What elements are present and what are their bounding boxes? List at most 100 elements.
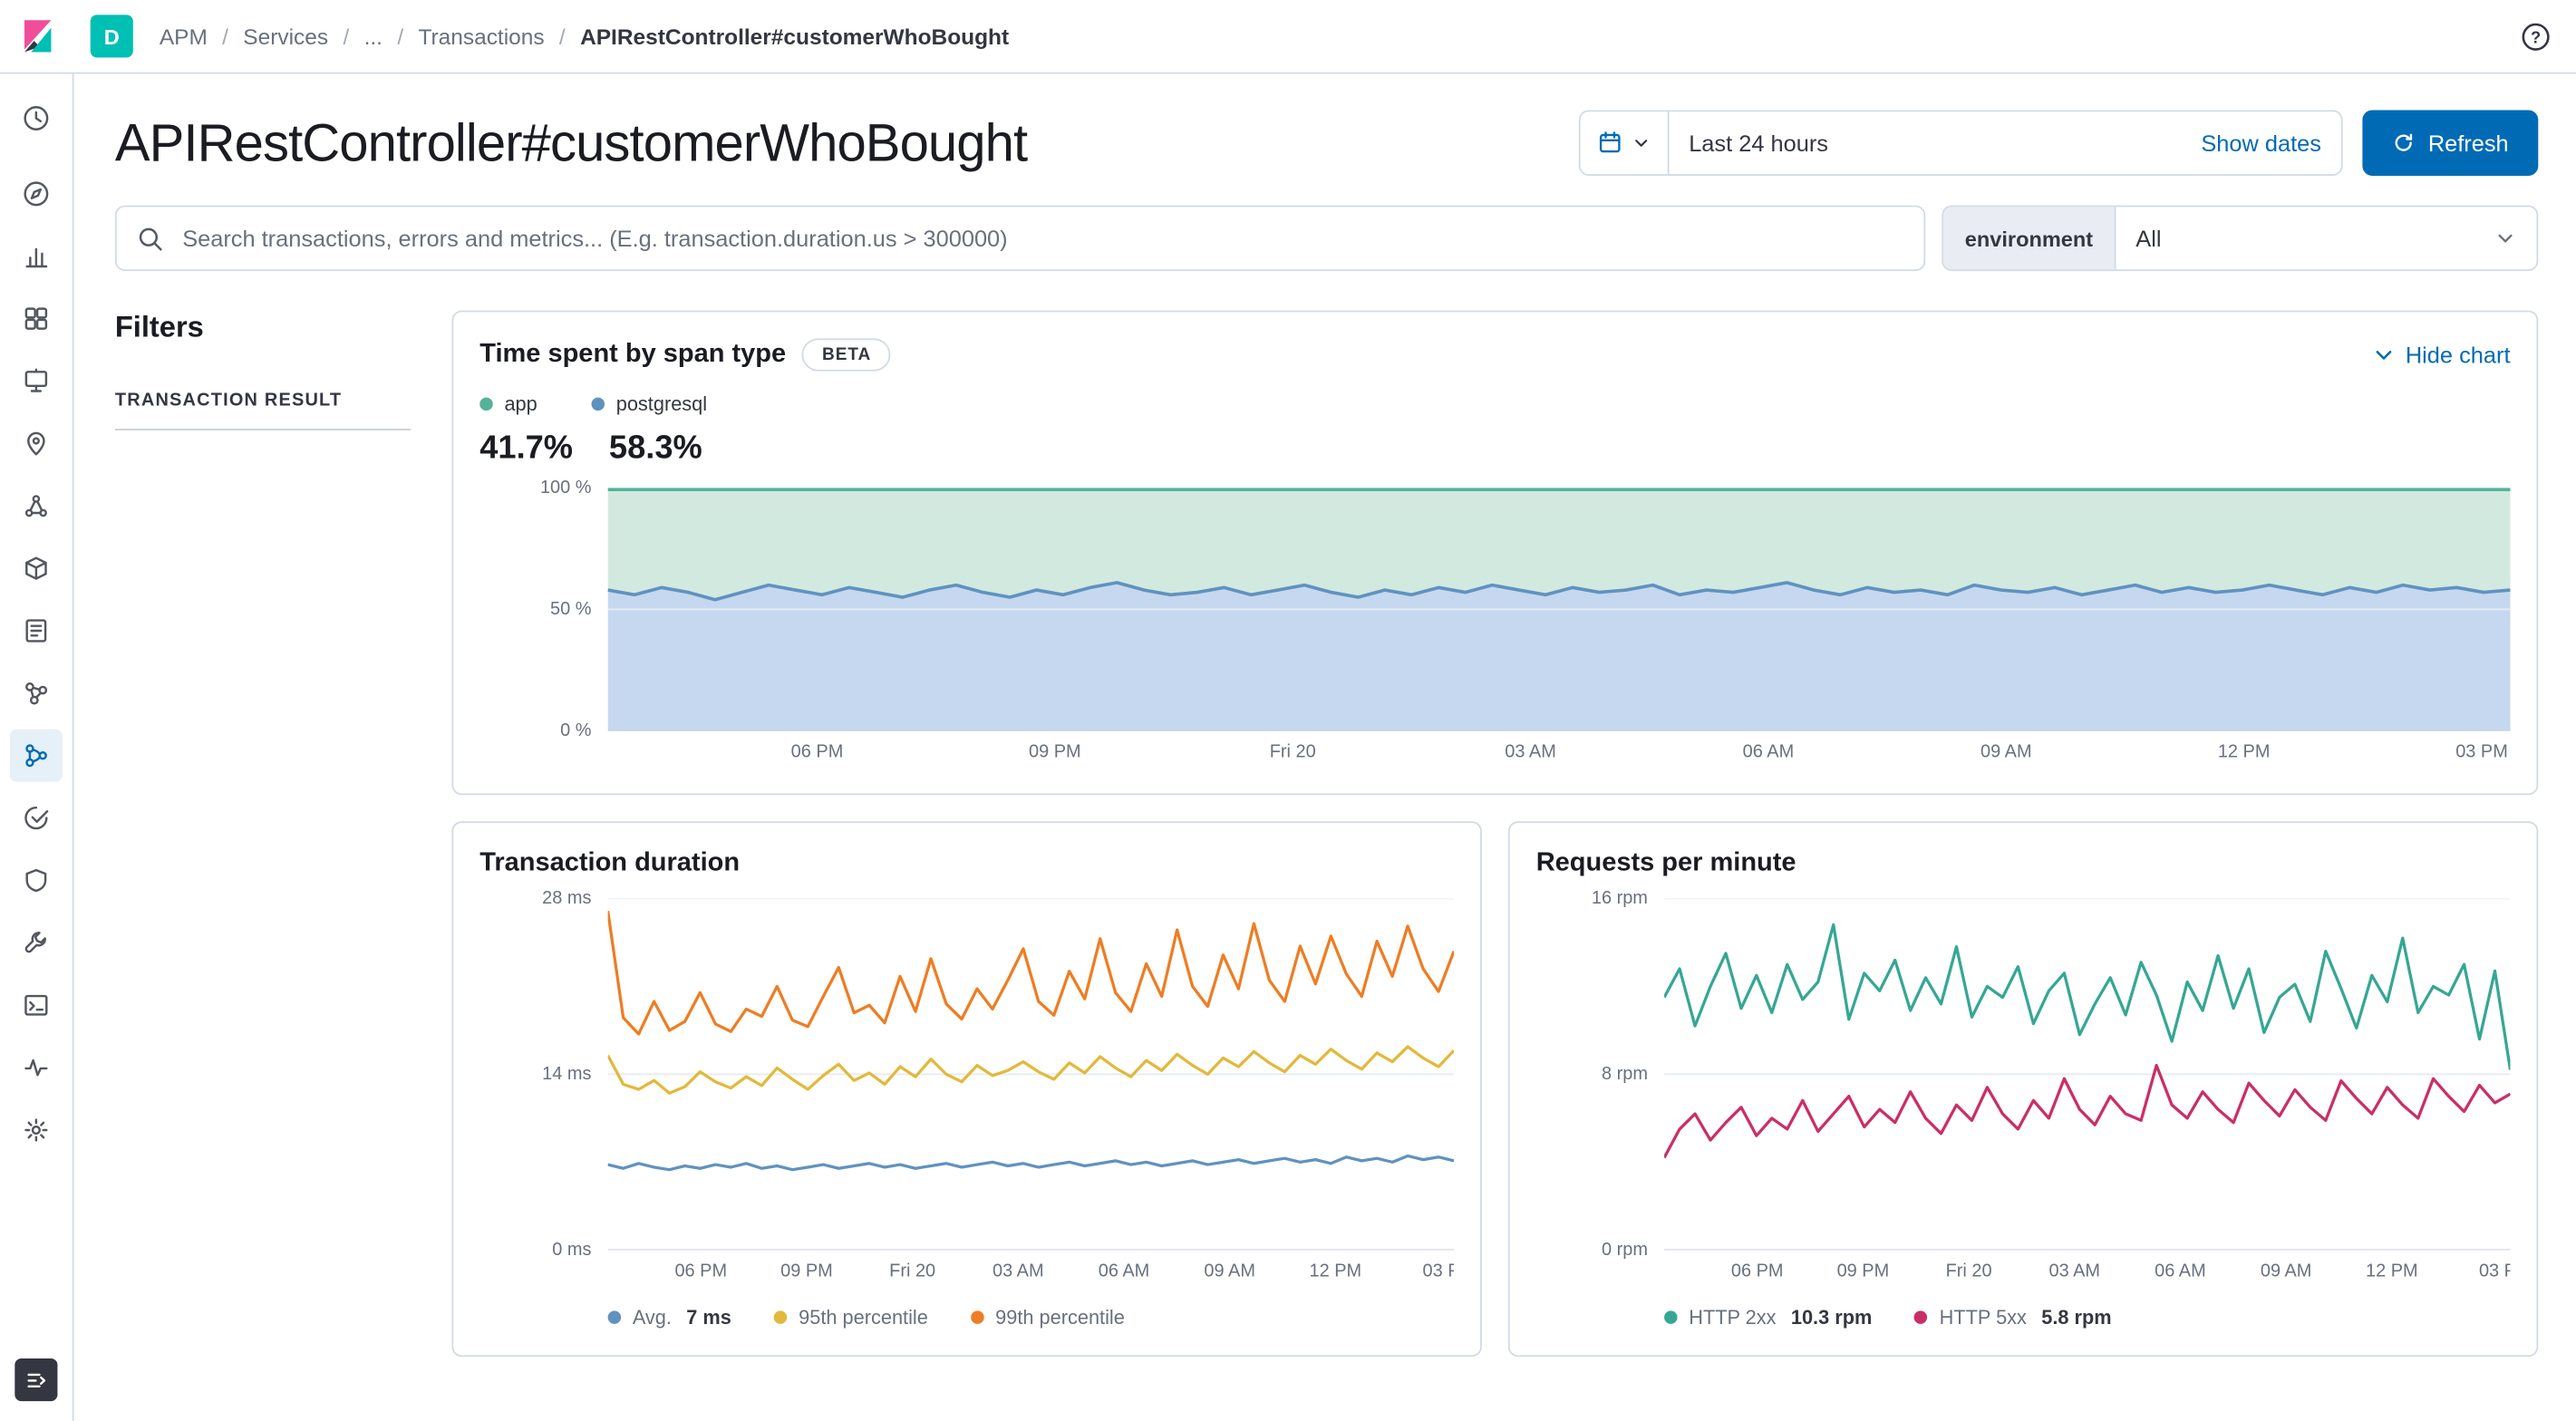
- refresh-button-label: Refresh: [2427, 130, 2509, 157]
- kibana-logo[interactable]: [0, 0, 74, 73]
- legend-item[interactable]: postgresql: [591, 392, 708, 416]
- breadcrumb-separator: /: [558, 24, 566, 49]
- panel-row: Transaction duration 28 ms 14 ms 0 ms 06 P…: [451, 821, 2539, 1358]
- x-axis-tick: Fri 20: [889, 1262, 936, 1281]
- sidebar-item-uptime[interactable]: [10, 792, 63, 845]
- x-axis-tick: 12 PM: [2217, 742, 2271, 762]
- chart-legend: Avg. 7 ms 95th percentile 99th percentile: [607, 1305, 1454, 1329]
- y-axis-tick: 100 %: [539, 478, 592, 498]
- filter-section-transaction-result[interactable]: TRANSACTION RESULT: [114, 391, 412, 430]
- sidebar-item-graph[interactable]: [10, 667, 63, 720]
- wrench-icon: [22, 928, 52, 958]
- sidebar-item-visualize[interactable]: [10, 230, 63, 283]
- legend-item[interactable]: 95th percentile: [773, 1306, 928, 1329]
- x-axis-tick: 12 PM: [1309, 1262, 1362, 1281]
- x-axis-tick: 06 AM: [1742, 742, 1795, 762]
- environment-select[interactable]: All: [2116, 207, 2537, 269]
- chart-plot-area[interactable]: [608, 898, 1454, 1250]
- sidebar-item-machine-learning[interactable]: [10, 479, 63, 532]
- sidebar-item-monitoring[interactable]: [10, 1041, 63, 1094]
- breadcrumb-separator: /: [343, 24, 350, 49]
- panel-header: Time spent by span type BETA Hide chart: [479, 338, 2511, 372]
- chart-plot-area[interactable]: [1664, 898, 2510, 1250]
- x-axis-tick: 06 AM: [2155, 1262, 2206, 1281]
- legend-dot: [1914, 1310, 1928, 1324]
- help-icon[interactable]: ?: [2520, 21, 2551, 52]
- span-value-postgresql: 58.3%: [608, 430, 702, 467]
- legend-item[interactable]: HTTP 2xx 10.3 rpm: [1664, 1306, 1872, 1329]
- legend-label: postgresql: [615, 392, 708, 416]
- chevron-down-icon: [1632, 133, 1651, 153]
- refresh-button[interactable]: Refresh: [2362, 110, 2539, 176]
- y-axis: 100 % 50 % 0 %: [479, 478, 607, 740]
- breadcrumb-item-2[interactable]: ...: [363, 24, 383, 49]
- date-range-value[interactable]: Last 24 hours: [1689, 130, 1828, 157]
- legend-item[interactable]: Avg. 7 ms: [607, 1306, 731, 1329]
- sidebar-item-recent[interactable]: [10, 92, 63, 145]
- breadcrumb-item-1[interactable]: Services: [243, 24, 329, 49]
- x-axis: 06 PM 09 PM Fri 20 03 AM 06 AM 09 AM 12 PM 03 P…: [608, 731, 2511, 768]
- sidebar-item-management[interactable]: [10, 1104, 63, 1156]
- header-right: ?: [2520, 21, 2576, 52]
- chart-plot-area[interactable]: [607, 488, 2511, 731]
- date-quick-select-button[interactable]: [1581, 111, 1670, 175]
- console-icon: [22, 991, 52, 1020]
- x-axis-tick: 09 AM: [2260, 1262, 2312, 1281]
- breadcrumb-separator: /: [222, 24, 228, 49]
- environment-label: environment: [1943, 207, 2116, 270]
- y-axis: 28 ms 14 ms 0 ms: [479, 889, 607, 1261]
- sidebar-item-infrastructure[interactable]: [10, 542, 63, 594]
- legend-dot: [1664, 1310, 1678, 1324]
- chart: 16 rpm 8 rpm 0 rpm 06 PM 09 PM Fri 20 03 AM 06…: [1536, 889, 2511, 1286]
- space-badge[interactable]: D: [90, 14, 133, 58]
- gear-icon: [22, 1116, 52, 1146]
- sidebar-item-siem[interactable]: [10, 855, 63, 907]
- heartbeat-icon: [22, 1053, 52, 1083]
- legend-item[interactable]: 99th percentile: [970, 1305, 1125, 1329]
- sidebar-collapse-button[interactable]: [15, 1358, 58, 1402]
- legend-item[interactable]: app: [479, 392, 537, 416]
- sidebar-item-discover[interactable]: [10, 168, 63, 220]
- ml-icon: [22, 491, 52, 521]
- kibana-logo-icon: [24, 20, 51, 53]
- y-axis-tick: 0 rpm: [1601, 1240, 1648, 1261]
- show-dates-button[interactable]: Show dates: [2182, 130, 2341, 156]
- breadcrumb-item-0[interactable]: APM: [159, 24, 208, 49]
- x-axis-tick: 03 P: [1422, 1262, 1455, 1281]
- legend-label: app: [504, 392, 537, 416]
- y-axis-tick: 0 ms: [552, 1240, 592, 1261]
- search-input[interactable]: [179, 223, 1904, 254]
- filters-panel: Filters TRANSACTION RESULT: [114, 311, 412, 1377]
- sidebar-item-apm[interactable]: [9, 729, 63, 782]
- legend-label: HTTP 2xx: [1689, 1305, 1777, 1329]
- compass-icon: [22, 179, 52, 209]
- x-axis-tick: 09 AM: [1980, 742, 2032, 762]
- legend-dot: [479, 397, 493, 411]
- uptime-icon: [22, 803, 52, 833]
- panel-header: Requests per minute: [1536, 849, 2511, 879]
- sidebar-item-maps[interactable]: [10, 417, 63, 469]
- date-picker: Last 24 hours Show dates: [1578, 110, 2343, 176]
- y-axis-tick: 50 %: [550, 599, 592, 620]
- sidebar-item-canvas[interactable]: [10, 355, 63, 408]
- title-row: APIRestController#customerWhoBought: [74, 74, 2576, 176]
- requests-per-minute-panel: Requests per minute 16 rpm 8 rpm 0 rpm 06 …: [1507, 821, 2539, 1358]
- main-content: APIRestController#customerWhoBought: [73, 73, 2576, 1421]
- sidebar-item-dashboard[interactable]: [10, 293, 63, 345]
- legend-value: 10.3 rpm: [1790, 1305, 1873, 1329]
- chart-legend: HTTP 2xx 10.3 rpm HTTP 5xx 5.8 rpm: [1664, 1306, 2510, 1329]
- menu-expand-icon: [24, 1368, 48, 1392]
- sidebar-item-dev-tools[interactable]: [10, 916, 63, 969]
- chevron-down-icon: [2494, 227, 2516, 249]
- y-axis-tick: 14 ms: [542, 1064, 592, 1085]
- legend-label: 99th percentile: [995, 1305, 1125, 1329]
- x-axis-tick: 06 PM: [790, 742, 844, 762]
- sidebar: [0, 73, 74, 1421]
- breadcrumb-item-3[interactable]: Transactions: [418, 24, 545, 49]
- hide-chart-button[interactable]: Hide chart: [2373, 342, 2511, 368]
- sidebar-item-console[interactable]: [10, 979, 63, 1031]
- charts-column: Time spent by span type BETA Hide chart …: [451, 310, 2539, 1377]
- sidebar-item-logs[interactable]: [10, 604, 63, 657]
- legend-item[interactable]: HTTP 5xx 5.8 rpm: [1914, 1306, 2112, 1329]
